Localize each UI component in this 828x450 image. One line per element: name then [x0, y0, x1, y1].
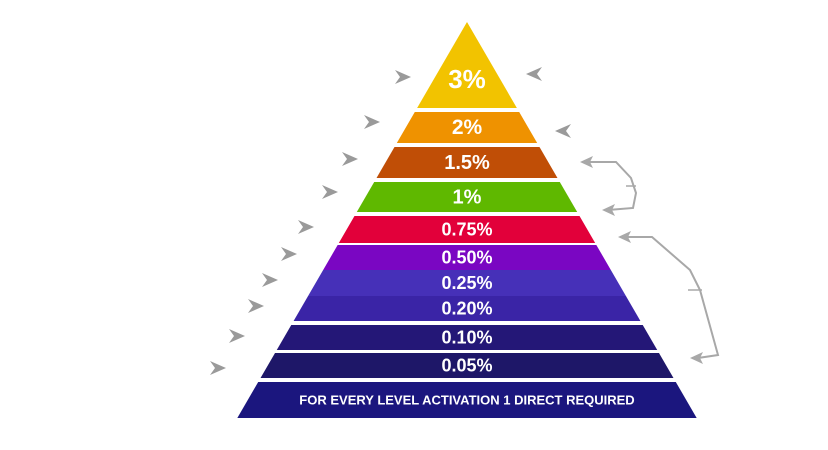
- right-arrow-icon-1: [526, 67, 542, 81]
- pyramid-level-5-band: [338, 216, 596, 243]
- pyramid-base-band: [237, 382, 697, 418]
- pyramid-level-4-band: [356, 182, 578, 212]
- left-arrow-icon-10: [210, 361, 226, 375]
- left-arrow-icon-8: [248, 299, 264, 313]
- pyramid-level-1-label: 3%: [448, 64, 486, 94]
- pyramid-level-7-label: 0.25%: [441, 273, 492, 293]
- left-arrow-icon-9: [229, 329, 245, 343]
- bracket-connector-2: [623, 236, 720, 359]
- left-arrow-icon-7: [262, 273, 278, 287]
- pyramid-level-9-band: [276, 325, 658, 350]
- pyramid-level-6-band: [323, 245, 611, 270]
- left-arrow-icon-6: [281, 247, 297, 261]
- pyramid-level-10-band: [260, 353, 674, 378]
- pyramid-level-8-band: [293, 296, 641, 321]
- pyramid-level-8-label: 0.20%: [441, 298, 492, 318]
- pyramid-level-9-label: 0.10%: [441, 327, 492, 347]
- left-arrow-icon-1: [395, 70, 411, 84]
- pyramid-level-1-band: [417, 22, 517, 108]
- pyramid-level-3-label: 1.5%: [444, 152, 490, 174]
- left-arrow-icon-2: [364, 115, 380, 129]
- pyramid-level-2-label: 2%: [452, 116, 483, 139]
- pyramid-level-6-label: 0.50%: [441, 247, 492, 267]
- bracket-arrow-icon-2a: [618, 231, 631, 243]
- left-arrow-icon-4: [322, 185, 338, 199]
- bracket-arrow-icon-2b: [690, 352, 703, 364]
- left-arrow-icon-3: [342, 152, 358, 166]
- bracket-arrow-icon-1b: [602, 204, 615, 216]
- pyramid-level-7-band: [308, 270, 626, 296]
- pyramid-level-10-label: 0.05%: [441, 355, 492, 375]
- right-arrow-icon-2: [555, 124, 571, 138]
- pyramid-level-4-label: 1%: [453, 186, 482, 208]
- pyramid-base-label: FOR EVERY LEVEL ACTIVATION 1 DIRECT REQU…: [299, 392, 634, 407]
- pyramid-level-2-band: [396, 112, 538, 143]
- pyramid-level-3-band: [376, 147, 558, 178]
- bracket-arrow-icon-1a: [580, 156, 593, 168]
- pyramid-level-5-label: 0.75%: [441, 219, 492, 239]
- left-arrow-icon-5: [298, 220, 314, 234]
